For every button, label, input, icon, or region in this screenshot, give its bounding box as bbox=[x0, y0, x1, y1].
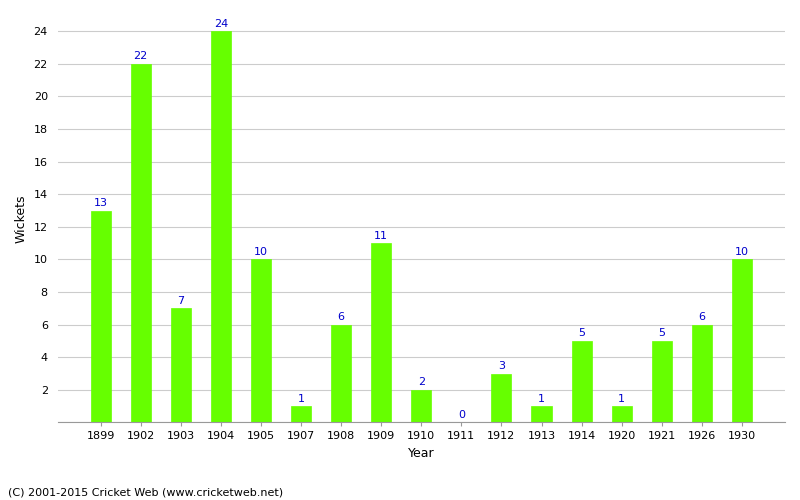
Text: 1: 1 bbox=[618, 394, 625, 404]
Text: 3: 3 bbox=[498, 361, 505, 371]
Bar bbox=[612, 406, 632, 422]
Text: 22: 22 bbox=[134, 52, 148, 62]
Text: 13: 13 bbox=[94, 198, 108, 208]
X-axis label: Year: Year bbox=[408, 447, 434, 460]
Bar bbox=[331, 324, 351, 422]
Bar bbox=[251, 260, 271, 422]
Text: 7: 7 bbox=[178, 296, 184, 306]
Bar bbox=[491, 374, 511, 422]
Text: 2: 2 bbox=[418, 378, 425, 388]
Text: (C) 2001-2015 Cricket Web (www.cricketweb.net): (C) 2001-2015 Cricket Web (www.cricketwe… bbox=[8, 488, 283, 498]
Bar bbox=[652, 341, 672, 422]
Bar bbox=[211, 32, 231, 422]
Text: 10: 10 bbox=[254, 247, 268, 257]
Text: 5: 5 bbox=[658, 328, 666, 338]
Bar bbox=[90, 210, 110, 422]
Text: 6: 6 bbox=[698, 312, 706, 322]
Y-axis label: Wickets: Wickets bbox=[15, 194, 28, 243]
Bar bbox=[692, 324, 712, 422]
Text: 10: 10 bbox=[735, 247, 749, 257]
Text: 1: 1 bbox=[298, 394, 305, 404]
Bar bbox=[371, 243, 391, 422]
Text: 24: 24 bbox=[214, 19, 228, 29]
Bar bbox=[411, 390, 431, 422]
Bar bbox=[130, 64, 150, 422]
Text: 5: 5 bbox=[578, 328, 585, 338]
Text: 0: 0 bbox=[458, 410, 465, 420]
Bar bbox=[732, 260, 752, 422]
Bar bbox=[531, 406, 551, 422]
Bar bbox=[571, 341, 592, 422]
Text: 11: 11 bbox=[374, 230, 388, 240]
Bar bbox=[291, 406, 311, 422]
Bar bbox=[170, 308, 190, 422]
Text: 1: 1 bbox=[538, 394, 545, 404]
Text: 6: 6 bbox=[338, 312, 345, 322]
